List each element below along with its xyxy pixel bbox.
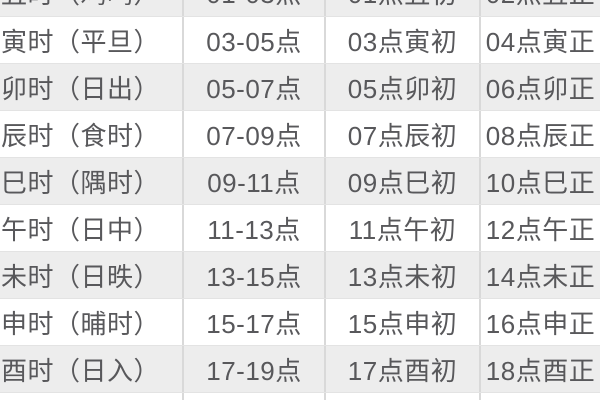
cell-time-range: 17-19点 xyxy=(182,346,324,392)
cell-shichen-name: 丑时（鸡鸣） xyxy=(0,0,182,16)
cell-hour-mid: 12点午正 xyxy=(479,205,600,251)
cell-hour-start: 07点辰初 xyxy=(324,111,479,157)
cell-shichen-name: 寅时（平旦） xyxy=(1,26,161,57)
cell-time-range: 03-05点 xyxy=(182,17,324,63)
cell-shichen-name: 申时（晡时） xyxy=(1,308,161,339)
cell-shichen-name: 巳时（隅时） xyxy=(1,167,161,198)
table-row: 卯时（日出） 05-07点 05点卯初 06点卯正 xyxy=(0,63,600,110)
table-row: 酉时（日入） 17-19点 17点酉初 18点酉正 xyxy=(0,345,600,392)
cell-hour-mid: 16点申正 xyxy=(479,299,600,345)
cell-time-range: 05-07点 xyxy=(182,64,324,110)
cell-time-range: 15-17点 xyxy=(182,299,324,345)
cell-hour-start: 11点午初 xyxy=(324,205,479,251)
cell-time-range: 07-09点 xyxy=(182,111,324,157)
cell-shichen-name: 辰时（食时） xyxy=(1,120,161,151)
cell-hour-mid: 08点辰正 xyxy=(479,111,600,157)
table-row: 未时（日昳） 13-15点 13点未初 14点未正 xyxy=(0,251,600,298)
cell-hour-mid: 10点巳正 xyxy=(479,158,600,204)
cell-shichen-name: 酉时（日入） xyxy=(1,355,161,386)
cell-time-range: 01-03点 xyxy=(182,0,324,16)
cell-hour-start: 05点卯初 xyxy=(324,64,479,110)
table-row: 午时（日中） 11-13点 11点午初 12点午正 xyxy=(0,204,600,251)
cell-time-range: 11-13点 xyxy=(182,205,324,251)
cell-shichen-name: 未时（日昳） xyxy=(1,261,161,292)
table-row: 丑时（鸡鸣） 01-03点 01点丑初 02点丑正 xyxy=(0,0,600,16)
cell-shichen-name: 戌时（黄昏） xyxy=(0,393,182,400)
cell-hour-mid: 18点酉正 xyxy=(479,346,600,392)
table-row: 申时（晡时） 15-17点 15点申初 16点申正 xyxy=(0,298,600,345)
cell-hour-start: 01点丑初 xyxy=(324,0,479,16)
cell-time-range: 19-21点 xyxy=(182,393,324,400)
table-row: 巳时（隅时） 09-11点 09点巳初 10点巳正 xyxy=(0,157,600,204)
cell-hour-mid: 20点戌正 xyxy=(479,393,600,400)
cell-time-range: 13-15点 xyxy=(182,252,324,298)
cell-hour-start: 15点申初 xyxy=(324,299,479,345)
cell-hour-start: 13点未初 xyxy=(324,252,479,298)
cell-time-range: 09-11点 xyxy=(182,158,324,204)
table-row: 辰时（食时） 07-09点 07点辰初 08点辰正 xyxy=(0,110,600,157)
cell-hour-mid: 02点丑正 xyxy=(479,0,600,16)
cell-hour-start: 17点酉初 xyxy=(324,346,479,392)
cell-hour-start: 09点巳初 xyxy=(324,158,479,204)
cell-hour-mid: 04点寅正 xyxy=(479,17,600,63)
cell-shichen-name: 卯时（日出） xyxy=(1,73,161,104)
cell-hour-start: 19点戌初 xyxy=(324,393,479,400)
cell-hour-mid: 14点未正 xyxy=(479,252,600,298)
cell-shichen-name: 午时（日中） xyxy=(1,214,161,245)
table-row: 戌时（黄昏） 19-21点 19点戌初 20点戌正 xyxy=(0,392,600,400)
cell-hour-mid: 06点卯正 xyxy=(479,64,600,110)
table-row: 寅时（平旦） 03-05点 03点寅初 04点寅正 xyxy=(0,16,600,63)
cell-hour-start: 03点寅初 xyxy=(324,17,479,63)
